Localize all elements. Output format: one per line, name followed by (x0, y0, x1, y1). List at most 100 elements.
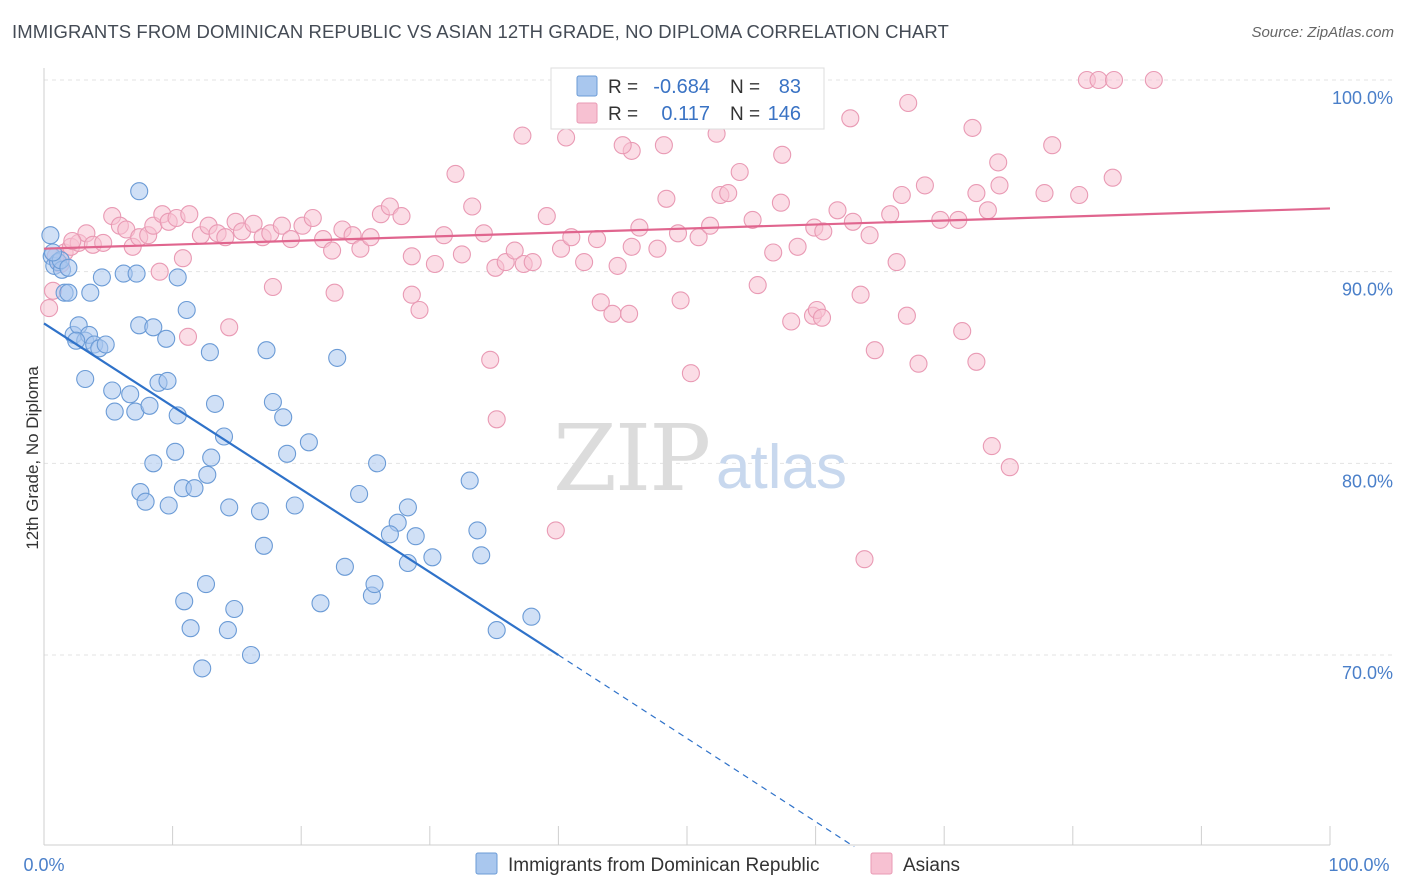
y-tick-label: 90.0% (1342, 280, 1393, 300)
dominican-point (350, 484, 369, 504)
dominican-point (127, 264, 146, 283)
dominican-point (166, 442, 185, 461)
dominican-point (175, 592, 194, 611)
asians-point (380, 197, 399, 216)
asians-point (648, 239, 667, 258)
dominican-point (168, 268, 187, 287)
asians-point (967, 184, 986, 203)
asians-point (814, 222, 833, 241)
asians-point (748, 276, 767, 295)
asians-point (1144, 70, 1163, 90)
dominican-point (130, 182, 149, 201)
bottom-legend-label-asians: Asians (903, 855, 960, 876)
asians-point (892, 185, 911, 205)
dominican-point (140, 396, 159, 415)
asians-point (989, 153, 1008, 172)
asians-point (915, 176, 934, 195)
asians-point (402, 285, 421, 304)
asians-point (701, 216, 720, 235)
asians-point (557, 128, 576, 147)
asians-point (173, 249, 192, 268)
asians-point (178, 327, 198, 346)
dominican-point (398, 498, 417, 517)
dominican-point (335, 557, 354, 576)
dominican-point (278, 444, 297, 463)
asians-point (828, 201, 847, 220)
asians-point (1035, 184, 1054, 203)
dominican-point (41, 226, 60, 245)
bottom-legend-swatch-blue (475, 852, 498, 875)
asians-point (150, 262, 169, 281)
legend-n-label-2: N = (730, 104, 760, 125)
asians-trend-line (43, 207, 1331, 250)
asians-point (410, 300, 429, 320)
asians-point (1103, 168, 1122, 187)
asians-point (668, 224, 688, 243)
asians-point (523, 253, 542, 272)
asians-point (513, 126, 532, 145)
dominican-point (218, 621, 237, 640)
dominican-point (460, 471, 479, 490)
asians-point (1000, 458, 1019, 477)
legend-r-label-2: R = (608, 104, 638, 125)
dominican-point (67, 331, 86, 350)
asians-point (953, 322, 972, 341)
asians-point (1070, 185, 1089, 205)
asians-point (325, 283, 344, 302)
asians-point (860, 226, 879, 245)
dominican-point (257, 341, 276, 360)
asians-point (463, 197, 482, 216)
asians-point (180, 205, 199, 224)
asians-point (1043, 136, 1062, 155)
asians-point (272, 216, 291, 235)
dominican-point (144, 454, 163, 473)
asians-point (855, 550, 874, 569)
asians-point (551, 239, 571, 258)
dominican-point (472, 546, 491, 565)
dominican-point (487, 621, 506, 640)
legend-r-label-1: R = (608, 77, 638, 98)
dominican-point (468, 521, 487, 540)
asians-point (865, 341, 884, 360)
asians-point (505, 241, 524, 260)
asians-point (220, 318, 239, 337)
legend-swatch-pink (576, 102, 598, 124)
asians-point (281, 230, 300, 249)
asians-point (603, 304, 622, 323)
dominican-point (299, 433, 318, 452)
asians-point (622, 237, 641, 256)
asians-point (978, 201, 997, 220)
asians-point (897, 306, 916, 325)
asians-point (887, 253, 906, 272)
asians-point (843, 212, 862, 231)
dominican-point (96, 335, 115, 354)
asians-point (94, 233, 113, 252)
dominican-point (200, 343, 219, 362)
dominican-point (158, 371, 177, 390)
dominican-point (220, 498, 239, 517)
asians-point (764, 243, 783, 262)
dominican-point (241, 645, 261, 665)
asians-point (773, 145, 792, 164)
asians-point (1089, 70, 1108, 90)
legend-r-value-2: 0.117 (661, 103, 710, 125)
axes (43, 68, 1331, 846)
dominican-point (254, 536, 273, 555)
dominican-point (274, 408, 293, 427)
asians-point (546, 521, 565, 540)
dominican-point (214, 427, 234, 446)
asians-point (40, 299, 59, 318)
asians-point (963, 118, 982, 137)
asians-point (575, 253, 594, 272)
asians-point (392, 207, 411, 226)
dominican-point (406, 527, 425, 546)
dominican-point (92, 268, 111, 287)
asians-point (323, 241, 342, 260)
dominican-point (103, 381, 122, 400)
asians-point (474, 224, 493, 243)
asians-point (1104, 70, 1124, 90)
legend-n-value-1: 83 (779, 76, 801, 98)
y-tick-label: 80.0% (1342, 471, 1393, 491)
dominican-point (193, 659, 212, 678)
dominican-point (59, 258, 78, 277)
